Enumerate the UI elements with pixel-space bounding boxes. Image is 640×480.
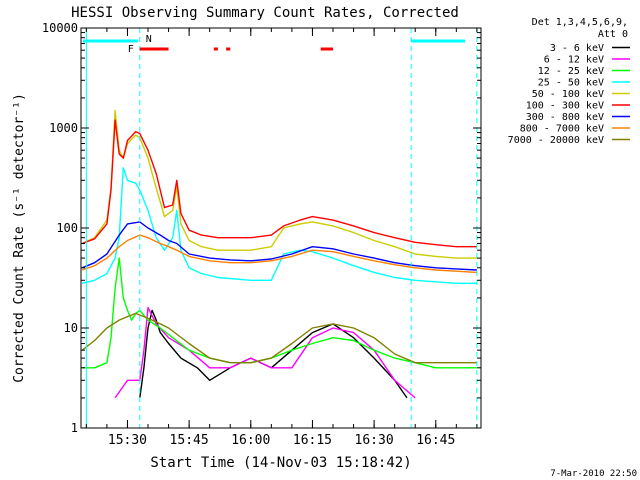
y-tick-label: 1000 bbox=[49, 121, 78, 135]
series-line-3 bbox=[82, 167, 477, 284]
x-tick-label: 16:00 bbox=[231, 433, 270, 448]
series-line-8 bbox=[81, 312, 477, 364]
legend-entry-label: 25 - 50 keV bbox=[538, 78, 604, 89]
series-line-7 bbox=[81, 234, 477, 274]
flare-flag-label: F bbox=[128, 44, 134, 55]
legend-entry-label: 800 - 7000 keV bbox=[520, 124, 604, 135]
legend-entry-label: 7000 - 20000 keV bbox=[508, 135, 604, 146]
legend-entry-label: 12 - 25 keV bbox=[538, 66, 604, 77]
series-line-4 bbox=[81, 109, 477, 259]
x-axis-label: Start Time (14-Nov-03 15:18:42) bbox=[150, 455, 411, 471]
series-line-6 bbox=[81, 221, 477, 271]
legend-entry-label: 100 - 300 keV bbox=[526, 101, 604, 112]
x-tick-label: 16:45 bbox=[416, 433, 455, 448]
night-flag-label: N bbox=[146, 34, 152, 45]
chart-title: HESSI Observing Summary Count Rates, Cor… bbox=[71, 5, 459, 21]
series-line-0 bbox=[139, 309, 408, 399]
y-tick-label: 10000 bbox=[42, 21, 78, 35]
series-layer bbox=[81, 109, 477, 399]
x-tick-label: 15:30 bbox=[108, 433, 147, 448]
legend-entry-label: 50 - 100 keV bbox=[532, 89, 604, 100]
legend-entry-label: 6 - 12 keV bbox=[544, 55, 604, 66]
y-tick-label: 100 bbox=[56, 221, 78, 235]
y-axis-label: Corrected Count Rate (s⁻¹ detector⁻¹) bbox=[12, 93, 27, 383]
y-tick-label: 10 bbox=[64, 321, 78, 335]
x-tick-label: 15:45 bbox=[170, 433, 209, 448]
series-line-1 bbox=[114, 306, 416, 399]
legend-header-line: Det 1,3,4,5,6,9, bbox=[532, 17, 628, 28]
series-line-2 bbox=[82, 257, 477, 369]
legend-entry-label: 300 - 800 keV bbox=[526, 112, 604, 123]
series-line-5 bbox=[81, 119, 477, 248]
axis-layer: 15:30 15:45 16:00 16:15 16:30 16:45 1 10 100 1000… bbox=[42, 21, 481, 448]
footer-date: 7-Mar-2010 22:50 bbox=[550, 469, 637, 479]
x-tick-label: 16:15 bbox=[293, 433, 332, 448]
y-tick-label: 1 bbox=[71, 421, 78, 435]
legend-entry-label: 3 - 6 keV bbox=[550, 43, 604, 54]
legend-header-line: Att 0 bbox=[598, 29, 628, 40]
x-tick-label: 16:30 bbox=[355, 433, 394, 448]
